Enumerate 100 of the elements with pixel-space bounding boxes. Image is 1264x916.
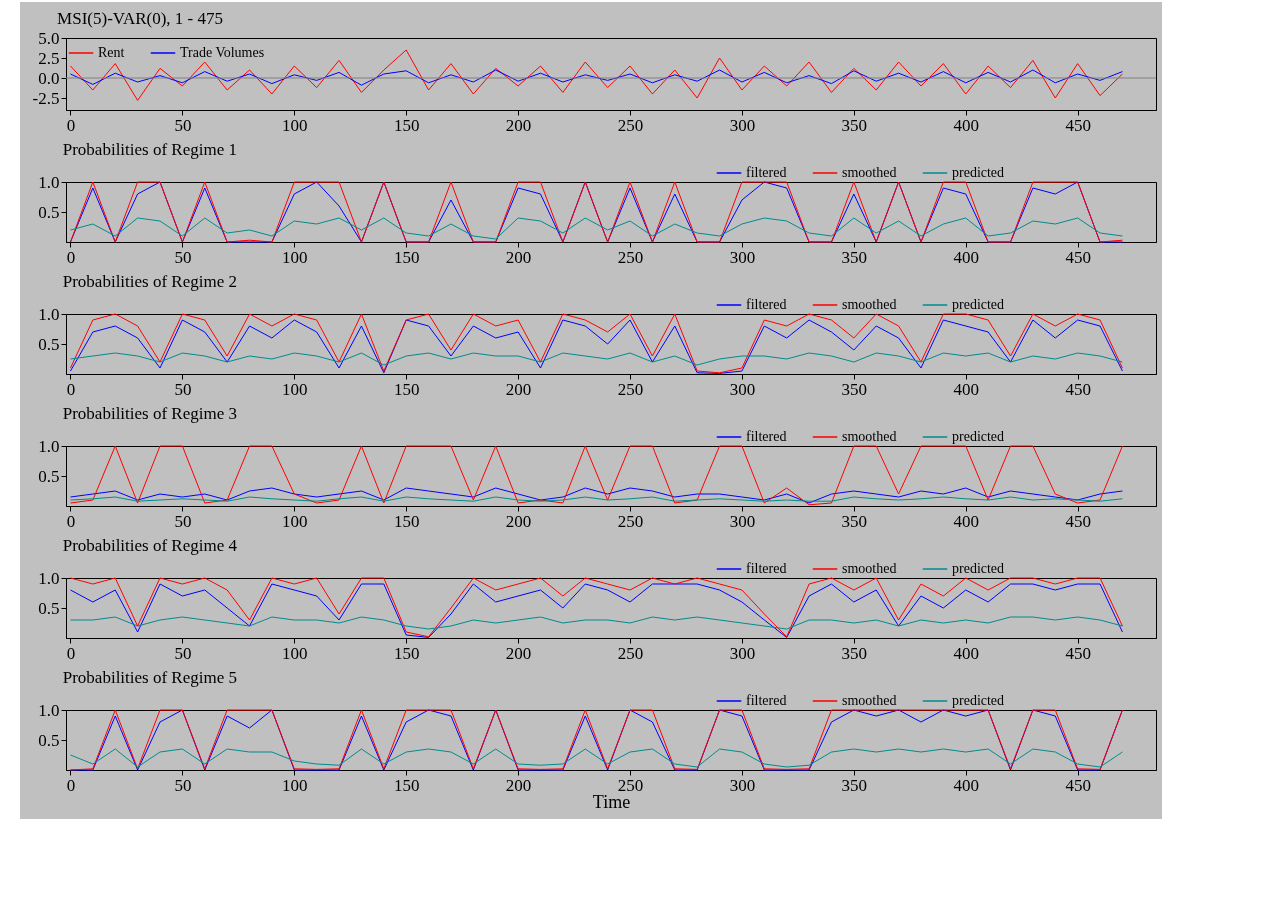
legend-label: filtered <box>746 561 787 576</box>
x-tick-label: 450 <box>1065 115 1091 135</box>
x-tick-label: 100 <box>282 643 308 663</box>
x-tick-label: 150 <box>393 775 420 795</box>
x-tick-label: 0 <box>66 115 76 135</box>
x-tick-label: 400 <box>953 247 979 267</box>
x-tick-label: 50 <box>174 379 192 399</box>
legend-label: predicted <box>952 297 1005 312</box>
legend-label: smoothed <box>842 693 897 708</box>
x-tick-label: 150 <box>393 115 420 135</box>
y-tick-label: 0.0 <box>38 68 60 88</box>
chart-title: MSI(5)-VAR(0), 1 - 475 <box>57 9 223 28</box>
chart-title: Probabilities of Regime 3 <box>62 404 237 423</box>
x-tick-label: 300 <box>729 115 756 135</box>
legend-label: filtered <box>746 297 787 312</box>
x-tick-label: 250 <box>617 115 644 135</box>
x-tick-label: 300 <box>729 379 756 399</box>
x-tick-label: 350 <box>841 247 868 267</box>
legend-label: smoothed <box>842 561 897 576</box>
x-tick-label: 400 <box>953 379 979 399</box>
x-tick-label: 100 <box>282 247 308 267</box>
line-series <box>69 748 1123 768</box>
y-tick-label: 0.5 <box>38 202 60 222</box>
x-tick-label: 100 <box>282 511 308 531</box>
x-tick-label: 250 <box>617 643 644 663</box>
x-tick-label: 350 <box>841 511 868 531</box>
x-tick-label: 100 <box>282 115 308 135</box>
y-tick-label: 0.5 <box>38 598 60 618</box>
x-tick-label: 450 <box>1065 643 1091 663</box>
x-tick-label: 250 <box>617 379 644 399</box>
line-series <box>69 709 1123 771</box>
x-tick-label: 200 <box>505 247 532 267</box>
chart-title: Probabilities of Regime 5 <box>62 668 237 687</box>
x-tick-label: 450 <box>1065 511 1091 531</box>
chart-title: Probabilities of Regime 2 <box>62 272 237 291</box>
line-series <box>69 69 1123 86</box>
x-tick-label: 50 <box>174 247 192 267</box>
y-tick-label: 1.0 <box>38 304 60 324</box>
y-tick-label: 1.0 <box>38 700 60 720</box>
y-tick-label: 0.5 <box>38 334 60 354</box>
x-tick-label: 350 <box>841 775 868 795</box>
y-tick-label: 1.0 <box>38 568 60 588</box>
legend-label: smoothed <box>842 429 897 444</box>
y-tick-label: 2.5 <box>38 48 60 68</box>
x-tick-label: 200 <box>505 115 532 135</box>
line-series <box>69 181 1123 243</box>
x-tick-label: 0 <box>66 511 76 531</box>
x-tick-label: 450 <box>1065 775 1091 795</box>
x-tick-label: 150 <box>393 379 420 399</box>
legend-label: predicted <box>952 165 1005 180</box>
x-tick-label: 200 <box>505 511 532 531</box>
x-tick-label: 300 <box>729 511 756 531</box>
x-tick-label: 300 <box>729 775 756 795</box>
legend-label: Rent <box>98 45 125 60</box>
y-tick-label: 5.0 <box>38 28 60 48</box>
x-tick-label: 50 <box>174 775 192 795</box>
x-tick-label: 400 <box>953 511 979 531</box>
y-tick-label: 0.5 <box>38 466 60 486</box>
x-tick-label: 200 <box>505 775 532 795</box>
x-tick-label: 0 <box>66 247 76 267</box>
x-tick-label: 50 <box>174 643 192 663</box>
x-tick-label: 400 <box>953 115 979 135</box>
x-tick-label: 100 <box>282 775 308 795</box>
x-tick-label: 200 <box>505 643 532 663</box>
line-series <box>69 445 1123 506</box>
x-tick-label: 350 <box>841 379 868 399</box>
x-tick-label: 350 <box>841 643 868 663</box>
y-tick-label: 1.0 <box>38 172 60 192</box>
x-tick-label: 450 <box>1065 247 1091 267</box>
x-tick-label: 0 <box>66 643 76 663</box>
x-tick-label: 200 <box>505 379 532 399</box>
x-tick-label: 300 <box>729 247 756 267</box>
line-series <box>69 49 1123 101</box>
legend-label: smoothed <box>842 297 897 312</box>
line-series <box>69 616 1123 630</box>
line-series <box>69 487 1123 504</box>
legend-label: Trade Volumes <box>180 45 265 60</box>
chart-title: Probabilities of Regime 1 <box>62 140 237 159</box>
x-tick-label: 0 <box>66 775 76 795</box>
x-tick-label: 50 <box>174 115 192 135</box>
y-tick-label: 0.5 <box>38 730 60 750</box>
x-tick-label: 400 <box>953 775 979 795</box>
x-tick-label: 400 <box>953 643 979 663</box>
x-tick-label: 150 <box>393 643 420 663</box>
legend-label: filtered <box>746 165 787 180</box>
legend-label: predicted <box>952 561 1005 576</box>
x-tick-label: 150 <box>393 511 420 531</box>
legend-label: predicted <box>952 429 1005 444</box>
line-series <box>69 352 1123 366</box>
legend-label: predicted <box>952 693 1005 708</box>
y-tick-label: -2.5 <box>32 88 60 108</box>
x-tick-label: 300 <box>729 643 756 663</box>
x-tick-label: 250 <box>617 247 644 267</box>
x-tick-label: 250 <box>617 511 644 531</box>
x-tick-label: 50 <box>174 511 192 531</box>
legend-label: filtered <box>746 429 787 444</box>
x-tick-label: 350 <box>841 115 868 135</box>
line-series <box>69 217 1123 240</box>
x-tick-label: 450 <box>1065 379 1091 399</box>
legend-label: smoothed <box>842 165 897 180</box>
